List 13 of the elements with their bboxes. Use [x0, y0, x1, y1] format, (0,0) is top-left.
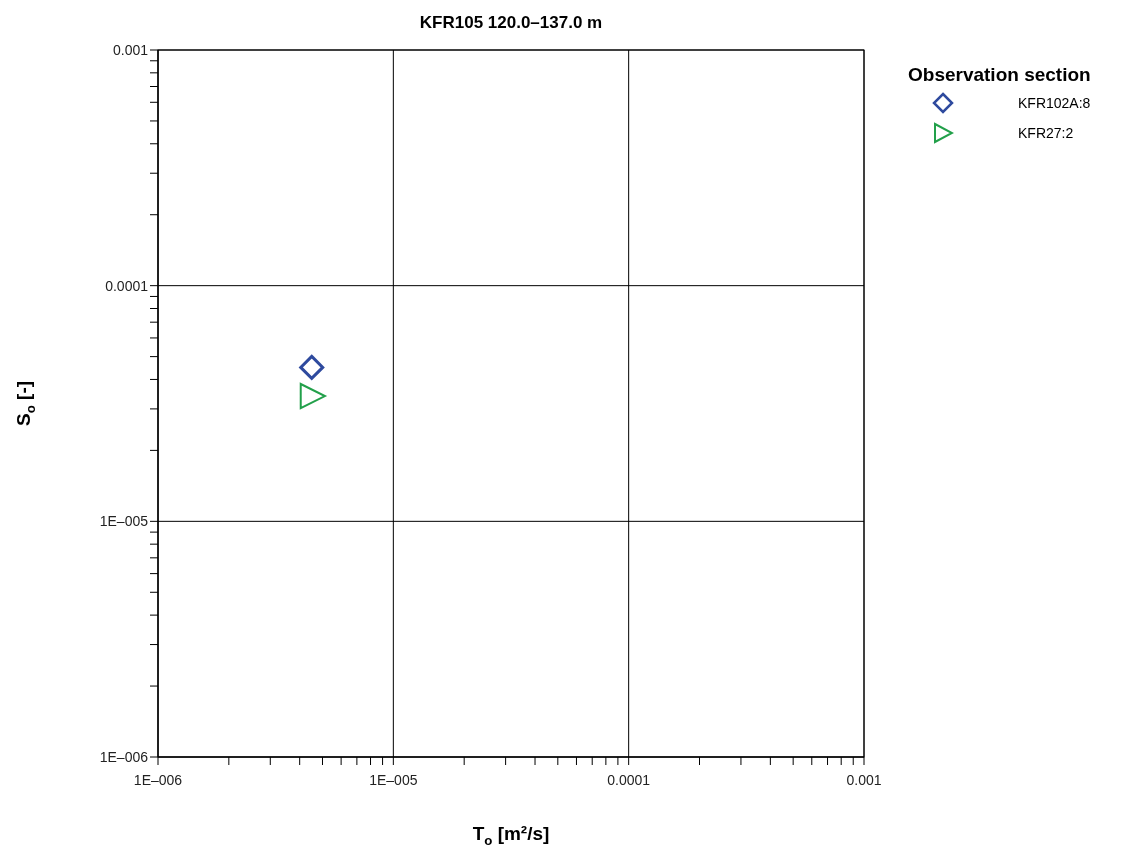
y-tick-label: 1E–006 [99, 748, 149, 765]
y-tick-label: 0.001 [112, 41, 149, 58]
chart-title: KFR105 120.0–137.0 m [419, 13, 603, 32]
x-tick-label: 1E–005 [369, 771, 418, 788]
x-tick-label: 0.001 [846, 771, 882, 788]
y-tick-label: 0.0001 [105, 277, 149, 294]
y-tick-label: 1E–005 [99, 513, 149, 530]
x-axis-title: T$_{o}$ [m²/s] [472, 823, 550, 848]
legend-title: Observation section [908, 64, 1091, 86]
text: KFR102A:8 [1018, 95, 1091, 111]
x-tick-label: 1E–006 [133, 771, 183, 788]
text: KFR27:2 [1018, 125, 1074, 141]
x-tick-label: 0.0001 [607, 771, 651, 788]
